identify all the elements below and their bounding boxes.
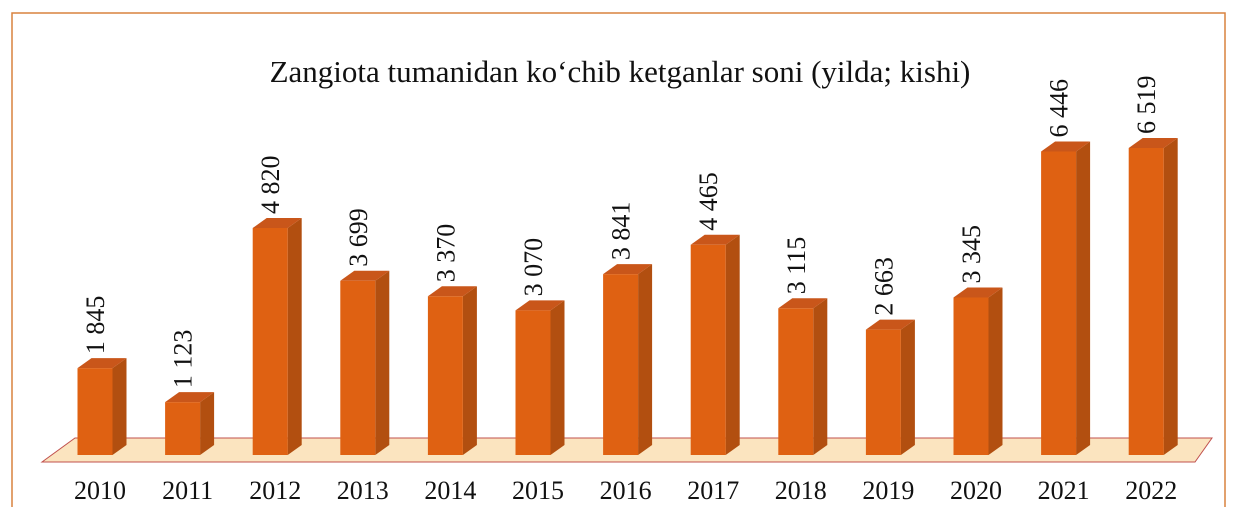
bar-front [1128, 148, 1164, 455]
value-label: 4 465 [694, 172, 723, 231]
bar-top [603, 264, 653, 275]
bar-top [340, 270, 390, 281]
bar-top [165, 392, 215, 403]
bar [690, 234, 740, 455]
bar [778, 298, 828, 455]
bar [340, 270, 390, 455]
bar [603, 264, 653, 455]
x-tick-label: 2020 [950, 476, 1002, 505]
bar-top [77, 358, 127, 369]
bar-front [865, 329, 901, 455]
bar-side [900, 319, 915, 455]
value-label: 4 820 [256, 156, 285, 215]
bar-front [778, 308, 814, 455]
value-label: 6 519 [1132, 76, 1161, 135]
x-tick-label: 2014 [424, 476, 476, 505]
x-tick-label: 2015 [512, 476, 564, 505]
bar [427, 286, 477, 455]
bar-top [953, 287, 1003, 298]
bar-side [200, 392, 215, 455]
value-label: 3 699 [344, 208, 373, 267]
bar-side [375, 270, 390, 455]
value-label: 1 123 [169, 330, 198, 389]
bar-front [690, 244, 726, 455]
x-tick-label: 2021 [1038, 476, 1090, 505]
x-tick-label: 2022 [1125, 476, 1177, 505]
bar-side [725, 234, 740, 455]
bar-side [988, 287, 1003, 455]
bar-front [1041, 151, 1077, 455]
value-label: 3 841 [607, 202, 636, 261]
bar-top [1128, 138, 1178, 148]
bar-front [953, 297, 989, 455]
bar-front [77, 368, 113, 455]
x-tick-label: 2013 [337, 476, 389, 505]
x-tick-label: 2017 [687, 476, 739, 505]
value-label: 3 345 [957, 225, 986, 284]
bar-front [165, 402, 201, 455]
value-label: 6 446 [1045, 79, 1074, 138]
bar-top [515, 300, 565, 311]
bar-side [112, 358, 127, 455]
bar-side [550, 300, 565, 455]
value-label: 3 115 [782, 237, 811, 295]
bar [252, 218, 302, 455]
bar-top [778, 298, 828, 309]
bar-top [252, 218, 302, 229]
value-label: 3 070 [519, 238, 548, 297]
x-tick-label: 2016 [600, 476, 652, 505]
bar-side [1076, 141, 1091, 455]
bar [77, 358, 127, 455]
bar-front [427, 296, 463, 455]
x-tick-label: 2019 [862, 476, 914, 505]
bar [865, 319, 915, 455]
bar [165, 392, 215, 455]
bar-top [865, 319, 915, 330]
x-tick-label: 2011 [162, 476, 213, 505]
bar [1041, 141, 1091, 455]
bar [1128, 138, 1178, 455]
x-tick-label: 2018 [775, 476, 827, 505]
bar-side [813, 298, 828, 455]
value-label: 2 663 [869, 257, 898, 316]
value-label: 1 845 [81, 296, 110, 355]
bar-top [427, 286, 477, 297]
x-tick-label: 2010 [74, 476, 126, 505]
bar [515, 300, 565, 455]
chart-title: Zangiota tumanidan ko‘chib ketganlar son… [270, 54, 971, 89]
value-label: 3 370 [431, 224, 460, 283]
x-tick-label: 2012 [249, 476, 301, 505]
bar-front [603, 274, 639, 455]
bar-front [252, 228, 288, 455]
bar-side [462, 286, 477, 455]
bar-front [340, 280, 376, 455]
bar-side [287, 218, 302, 455]
bar-side [1163, 138, 1178, 455]
frame [11, 12, 1226, 507]
bar-top [1041, 141, 1091, 152]
bar-top [690, 234, 740, 245]
bar-side [638, 264, 653, 455]
bar-front [515, 310, 551, 455]
bar [953, 287, 1003, 455]
